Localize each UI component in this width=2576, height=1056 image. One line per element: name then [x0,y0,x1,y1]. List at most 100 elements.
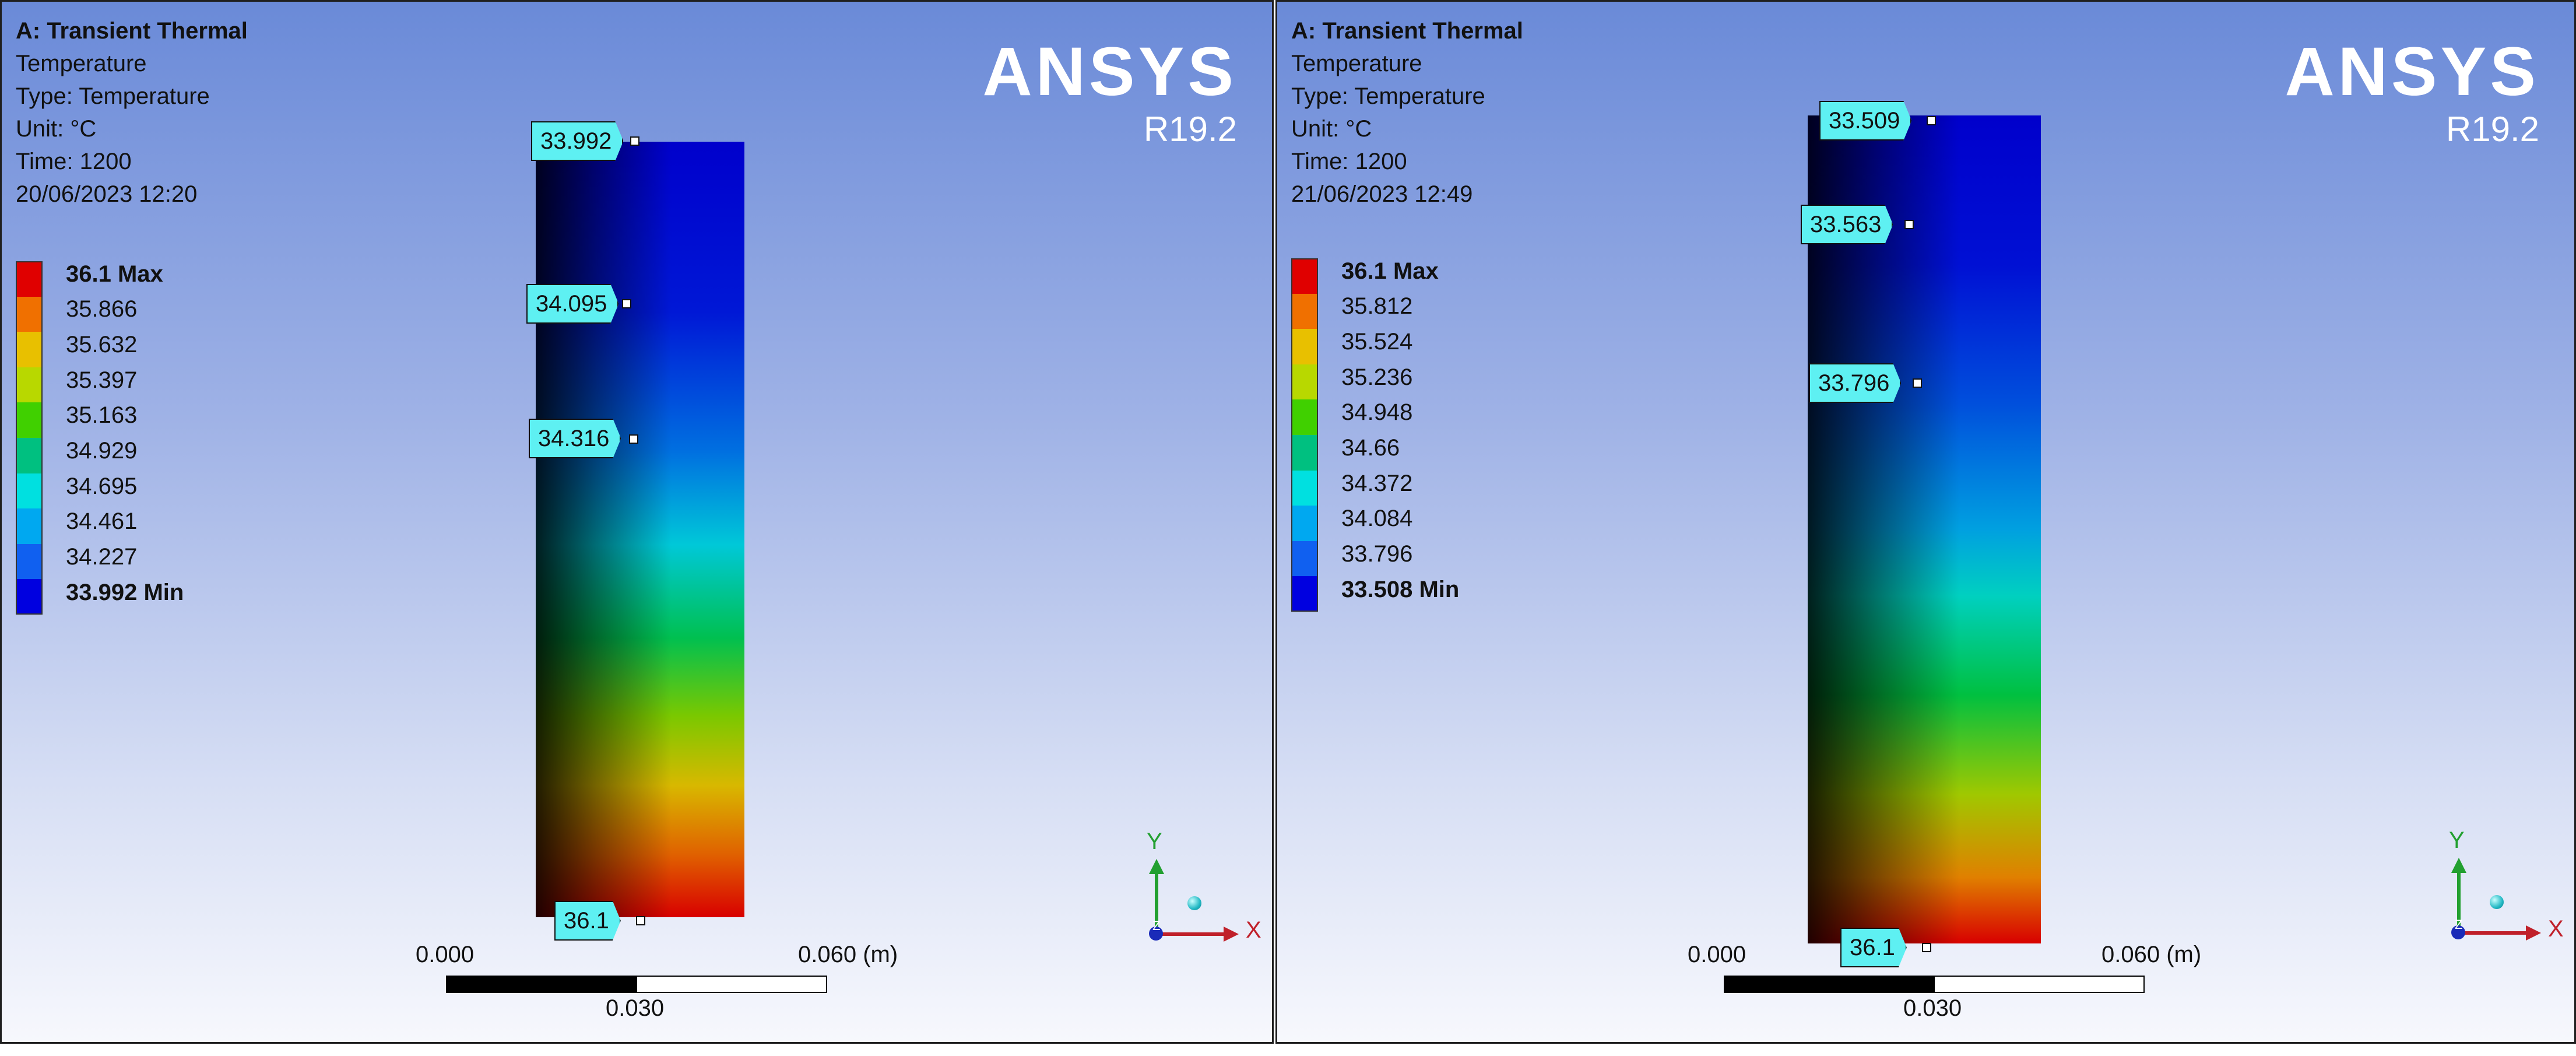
brand-version: R19.2 [1143,110,1237,149]
axis-y-label: Y [1147,829,1162,854]
legend-swatch [1291,399,1318,435]
scale-mid-label: 0.030 [1903,995,1962,1021]
scale-ruler: 0.000 0.060 (m) 0.030 [410,942,898,1023]
legend-swatch [1291,506,1318,541]
legend-row: 33.992 Min [16,579,184,615]
x-arrow-icon [1224,927,1239,942]
scale-bar-white [636,976,827,993]
legend-swatch [1291,364,1318,400]
legend-row: 34.461 [16,508,137,544]
legend-value: 34.695 [66,473,138,499]
probe-pin [629,434,638,444]
result-unit: Unit: °C [1291,116,1372,142]
legend-row: 35.632 [16,332,137,367]
legend-row: 35.524 [1291,329,1412,364]
legend-min-label: 33.992 Min [66,580,184,605]
result-unit: Unit: °C [16,116,97,142]
scale-end-label: 0.060 (m) [798,942,898,967]
viewport-left[interactable]: A: Transient Thermal Temperature Type: T… [0,0,1274,1044]
scale-start-label: 0.000 [416,942,475,967]
probe-label[interactable]: 36.1 [554,901,621,941]
isometric-view-ball-icon[interactable] [1187,896,1201,910]
legend-swatch [16,332,43,367]
legend-value: 35.163 [66,402,138,428]
result-info: A: Transient Thermal Temperature Type: T… [1291,15,1523,211]
legend-swatch [1291,541,1318,577]
ansys-logo: ANSYS R19.2 [2285,37,2539,150]
legend-row: 35.812 [1291,293,1412,329]
probe-label[interactable]: 36.1 [1840,928,1907,967]
contour-shading [536,142,672,917]
probe-pin [630,136,639,146]
result-datetime: 20/06/2023 12:20 [16,181,198,207]
probe-label[interactable]: 33.563 [1801,205,1893,244]
legend-value: 35.236 [1341,364,1413,390]
x-arrow-icon [2526,925,2541,941]
probe-label[interactable]: 34.316 [529,419,621,458]
y-axis-line [2457,869,2461,934]
result-quantity: Temperature [16,51,147,76]
legend-swatch [16,579,43,615]
z-axis-icon [1149,927,1163,941]
legend-value: 35.812 [1341,293,1413,319]
legend-swatch [1291,434,1318,471]
legend-row: 35.866 [16,296,137,332]
legend-max-label: 36.1 Max [66,261,163,287]
contour-shading [1808,115,1959,943]
probe-pin [1922,943,1931,952]
brand-name: ANSYS [2285,33,2539,110]
legend-value: 34.66 [1341,435,1400,461]
legend-value: 34.227 [66,544,138,570]
legend-value: 35.632 [66,332,138,357]
scale-bar-white [1934,976,2145,993]
x-axis-line [2459,931,2529,935]
axis-x-label: X [1246,917,1261,943]
legend-value: 35.866 [66,296,138,322]
probe-label[interactable]: 34.095 [526,284,618,324]
legend-value: 35.524 [1341,329,1413,355]
result-type: Type: Temperature [16,83,210,109]
z-axis-icon [2451,925,2465,939]
analysis-title: A: Transient Thermal [16,18,248,44]
viewport-right[interactable]: A: Transient Thermal Temperature Type: T… [1275,0,2576,1044]
color-legend[interactable]: 36.1 Max 35.812 35.524 35.236 34.948 34.… [1291,258,1459,612]
probe-label[interactable]: 33.509 [1819,101,1911,141]
brand-version: R19.2 [2445,110,2539,149]
isometric-view-ball-icon[interactable] [2490,895,2504,909]
analysis-title: A: Transient Thermal [1291,18,1523,44]
color-legend[interactable]: 36.1 Max 35.866 35.632 35.397 35.163 34.… [16,261,184,615]
result-time: Time: 1200 [16,149,132,174]
legend-row: 35.236 [1291,364,1412,400]
legend-swatch [16,296,43,332]
probe-pin [622,299,631,308]
axis-z-label: Z [1152,918,1161,933]
legend-value: 34.929 [66,438,138,464]
scale-ruler: 0.000 0.060 (m) 0.030 [1682,942,2201,1023]
legend-swatch [1291,293,1318,329]
legend-swatch [1291,470,1318,506]
legend-value: 34.461 [66,508,138,534]
probe-label[interactable]: 33.992 [531,121,623,161]
result-type: Type: Temperature [1291,83,1485,109]
contour-model[interactable] [536,142,744,917]
result-info: A: Transient Thermal Temperature Type: T… [16,15,248,211]
legend-row: 36.1 Max [16,261,163,297]
legend-swatch [16,402,43,438]
scale-start-label: 0.000 [1688,942,1746,967]
legend-swatch [16,508,43,544]
result-time: Time: 1200 [1291,149,1407,174]
legend-row: 34.227 [16,543,137,580]
legend-row: 35.397 [16,367,137,403]
result-quantity: Temperature [1291,51,1422,76]
probe-label[interactable]: 33.796 [1809,363,1901,403]
legend-value: 34.372 [1341,471,1413,496]
legend-row: 34.695 [16,473,137,509]
legend-swatch [16,543,43,580]
legend-min-label: 33.508 Min [1341,577,1460,602]
legend-swatch [16,367,43,403]
legend-swatch [1291,576,1318,612]
contour-model[interactable] [1808,115,2041,943]
legend-swatch [16,437,43,473]
scale-mid-label: 0.030 [606,995,665,1021]
probe-pin [1927,116,1936,125]
